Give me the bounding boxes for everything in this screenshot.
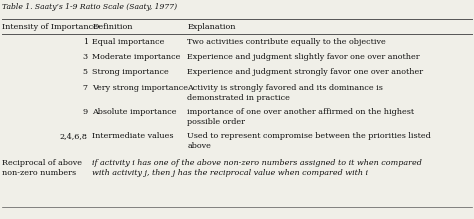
Text: 2,4,6,8: 2,4,6,8 (60, 132, 88, 140)
Text: Strong importance: Strong importance (92, 68, 169, 76)
Text: Used to represent compromise between the priorities listed
above: Used to represent compromise between the… (187, 132, 431, 150)
Text: Absolute importance: Absolute importance (92, 108, 177, 116)
Text: Activity is strongly favored and its dominance is
demonstrated in practice: Activity is strongly favored and its dom… (187, 84, 383, 102)
Text: Two activities contribute equally to the objective: Two activities contribute equally to the… (187, 38, 386, 46)
Text: 5: 5 (82, 68, 88, 76)
Text: Moderate importance: Moderate importance (92, 53, 181, 61)
Text: Explanation: Explanation (187, 23, 236, 31)
Text: Equal importance: Equal importance (92, 38, 165, 46)
Text: importance of one over another affirmed on the highest
possible order: importance of one over another affirmed … (187, 108, 414, 126)
Text: 9: 9 (82, 108, 88, 116)
Text: Experience and judgment strongly favor one over another: Experience and judgment strongly favor o… (187, 68, 423, 76)
Text: Experience and judgment slightly favor one over another: Experience and judgment slightly favor o… (187, 53, 420, 61)
Text: if activity i has one of the above non-zero numbers assigned to it when compared: if activity i has one of the above non-z… (92, 159, 422, 177)
Text: Intermediate values: Intermediate values (92, 132, 174, 140)
Text: Table 1. Saaty’s 1-9 Ratio Scale (Saaty, 1977): Table 1. Saaty’s 1-9 Ratio Scale (Saaty,… (2, 3, 177, 11)
Text: Definition: Definition (92, 23, 133, 31)
Text: Intensity of Importance: Intensity of Importance (2, 23, 98, 31)
Text: 3: 3 (82, 53, 88, 61)
Text: Very strong importance: Very strong importance (92, 84, 189, 92)
Text: 1: 1 (82, 38, 88, 46)
Text: 7: 7 (82, 84, 88, 92)
Text: Reciprocal of above
non-zero numbers: Reciprocal of above non-zero numbers (2, 159, 82, 177)
